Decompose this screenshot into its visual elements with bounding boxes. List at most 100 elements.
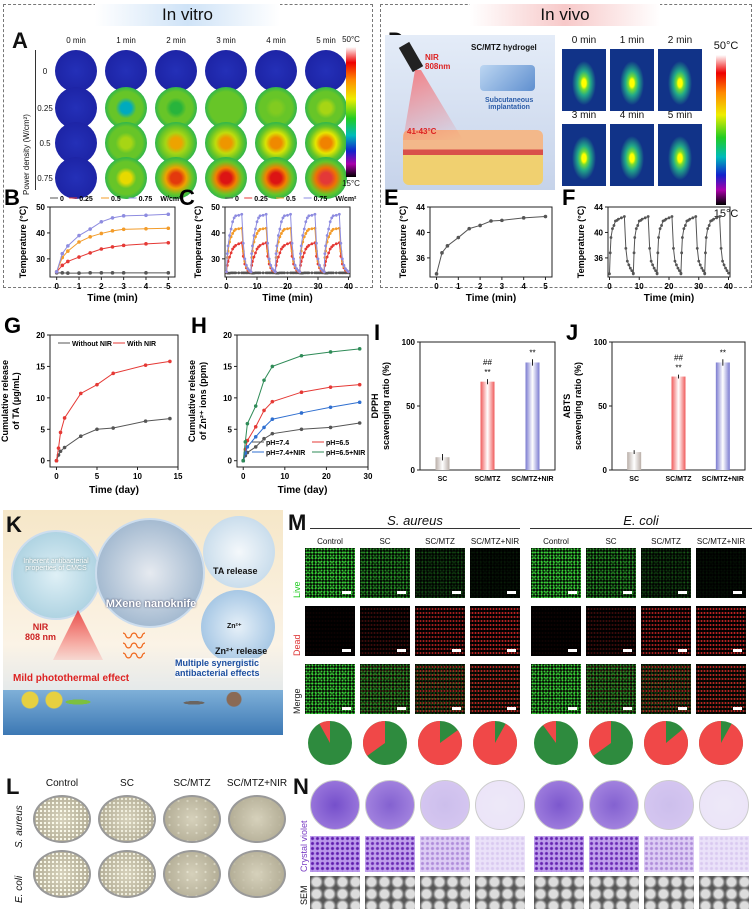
legend-label: 0 [60,196,64,203]
data-point [225,252,229,256]
x-axis-label: Time (min) [262,293,312,304]
y-axis-label: Temperature (°C) [18,206,28,278]
data-point [305,216,309,220]
data-point [625,259,629,263]
data-point [310,213,314,217]
data-point [168,416,172,421]
data-point [724,266,727,270]
scale-bar [342,707,351,710]
legend-label: pH=7.4 [266,440,289,447]
data-point [445,244,450,248]
legend-label: Without NIR [72,341,112,348]
thermal-image-cell [155,157,197,199]
y-tick-label: 100 [594,338,608,347]
data-point [261,227,265,231]
plate-column-label: Control [45,778,79,789]
thermal-image-cell [255,157,297,199]
temperature-range-label: 41-43°C [407,127,437,136]
agar-plate [228,795,290,843]
plot-frame [49,334,179,468]
in-vivo-thermal-image [562,124,606,186]
data-point [261,271,265,275]
y-axis-label: Cumulative releaseof TA (μg/mL) [0,360,21,442]
data-point [683,224,687,227]
data-point [727,271,730,275]
scale-bar [678,707,687,710]
data-point [304,247,308,251]
in-vivo-thermal-image [658,124,702,186]
data-point [166,271,171,275]
scale-bar [281,895,290,898]
panel-a-letter: A [12,28,28,53]
sem-micrograph [365,876,415,909]
y-tick-label: 20 [223,331,232,340]
colorbar-a [346,47,356,177]
data-point [244,263,248,267]
scale-bar [623,649,632,652]
data-point [62,416,67,420]
sem-micrograph [475,876,525,909]
data-point [608,272,611,276]
data-point [704,236,708,239]
data-point [110,229,115,233]
data-point [679,272,683,276]
column-label: SC [605,537,617,546]
data-point [634,227,638,231]
fluorescence-image [470,606,520,656]
fluorescence-image [641,606,691,656]
power-label: 0.75 [37,174,53,183]
data-point [231,232,235,235]
column-label: SC/MTZ+NIR [470,537,520,546]
data-point [99,247,104,251]
hydrogel-block-illustration [480,65,535,91]
scale-bar [678,591,687,594]
panel-letter: F [562,185,575,210]
scale-bar [623,591,632,594]
fluorescence-image [586,548,636,598]
data-point [234,214,238,218]
legend-label: 0.25 [79,196,93,203]
data-point [270,417,275,422]
data-point [66,259,70,264]
data-point [60,271,65,275]
data-point [627,263,631,267]
synergistic-label: Multiple synergistic antibacterial effec… [175,658,260,678]
y-tick-label: 0 [603,466,608,475]
data-point [324,244,328,248]
implantation-label: Subcutaneous implantation [485,97,534,111]
data-point [254,251,257,255]
data-point [95,427,99,432]
y-tick-label: 50 [211,203,220,212]
data-point [56,446,61,450]
y-axis-label-line: scavenging ratio (%) [573,362,583,450]
data-point [316,257,320,261]
ta-molecule-bubble [203,516,275,588]
data-point [286,227,289,231]
y-axis-label: Cumulative releaseof Zn²⁺ ions (ppm) [187,360,208,442]
y-tick-label: 40 [211,229,220,238]
power-label: 0.5 [39,139,51,148]
y-tick-label: 50 [36,203,45,212]
panel-letter: H [191,313,207,338]
data-point [290,241,294,245]
y-axis-label-line: scavenging ratio (%) [381,362,391,450]
y-axis-label-line: Temperature (°C) [193,206,203,278]
fluorescence-image [360,548,410,598]
pie-slice-live [418,721,462,765]
fluorescence-image [360,606,410,656]
thermal-image-cell [55,157,97,199]
y-axis-label-line: Temperature (°C) [576,206,586,278]
nir-808-label: NIR 808 nm [25,622,57,642]
data-point [325,234,329,237]
data-point [245,421,250,426]
data-point [718,215,721,218]
crystal-violet-micrograph [589,836,639,872]
data-point [670,215,674,218]
crystal-violet-dish [420,780,470,830]
power-label: 0.25 [37,104,53,113]
x-tick-label: 10 [280,472,289,481]
bar [715,362,730,470]
in-vivo-time-label: 3 min [571,110,597,121]
sem-micrograph [420,876,470,909]
legend-label: pH=6.5+NIR [326,450,365,457]
